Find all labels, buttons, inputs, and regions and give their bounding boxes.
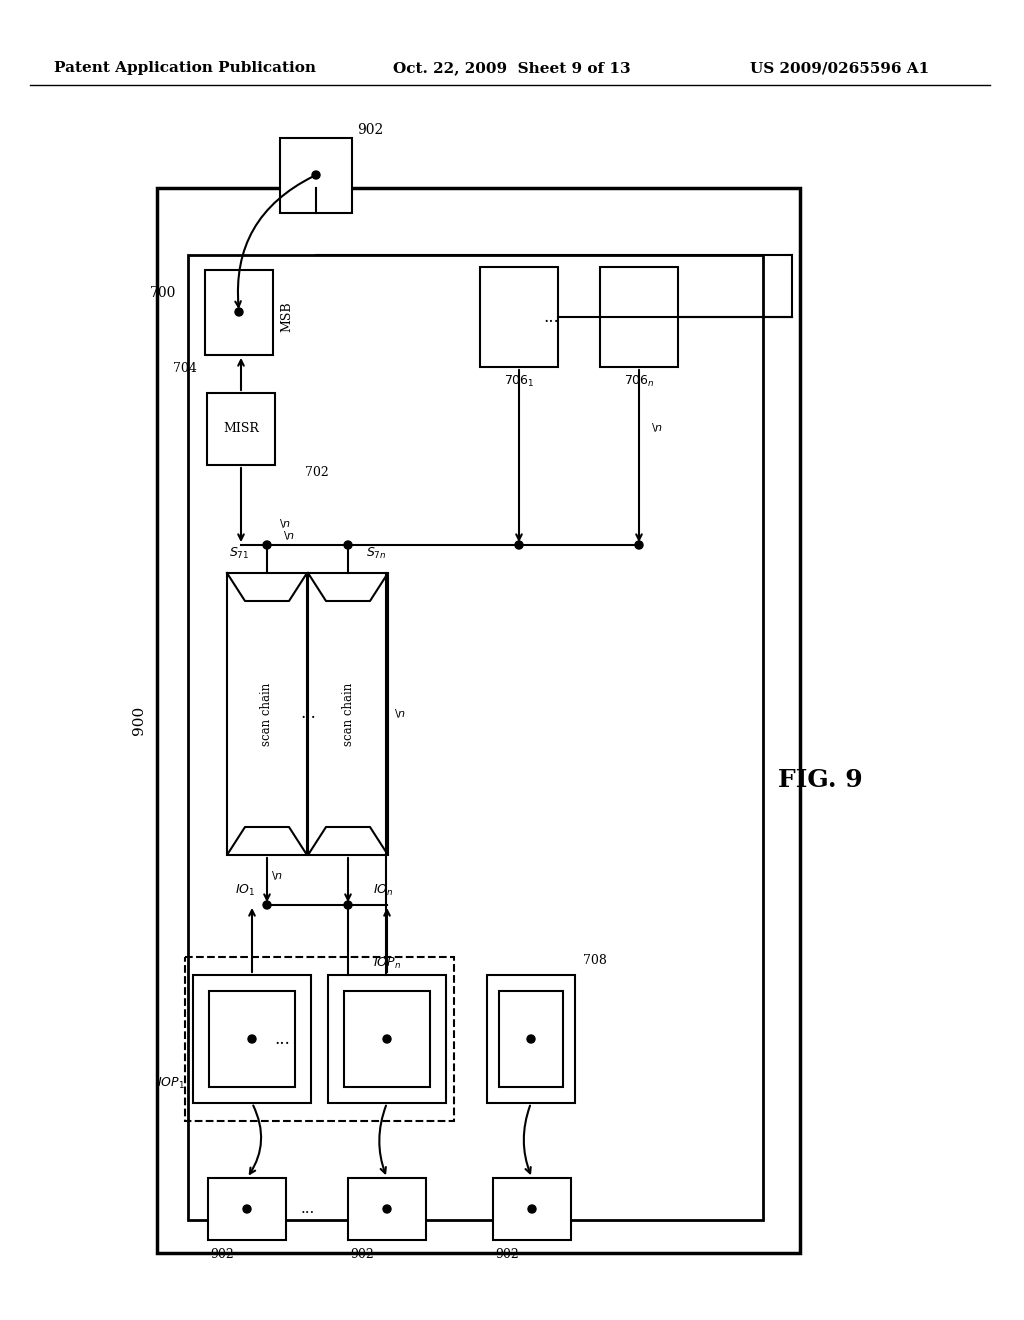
Text: $\backslash n$: $\backslash n$ [394,708,407,721]
Circle shape [635,541,643,549]
Bar [493,1177,571,1239]
Bar [348,1177,426,1239]
Text: 902: 902 [350,1247,374,1261]
Text: ...: ... [300,705,315,722]
Text: MSB: MSB [281,302,294,333]
Text: ...: ... [301,1203,315,1216]
Text: $\backslash n$: $\backslash n$ [271,869,283,882]
Circle shape [383,1205,391,1213]
Bar [600,267,678,367]
Text: 902: 902 [210,1247,233,1261]
Text: 900: 900 [132,705,146,735]
Text: 902: 902 [357,123,383,137]
Circle shape [243,1205,251,1213]
Bar [193,975,311,1104]
Text: MISR: MISR [223,422,259,436]
Circle shape [344,902,352,909]
Text: $706_1$: $706_1$ [504,374,535,388]
Circle shape [527,1035,535,1043]
Text: $\backslash n$: $\backslash n$ [651,421,664,433]
Text: ...: ... [543,309,559,326]
Text: $IOP_n$: $IOP_n$ [373,956,401,970]
Bar [280,139,352,213]
Text: US 2009/0265596 A1: US 2009/0265596 A1 [751,61,930,75]
Circle shape [344,541,352,549]
Text: Patent Application Publication: Patent Application Publication [54,61,316,75]
Bar [157,187,800,1253]
Bar [209,991,295,1086]
Bar [487,975,575,1104]
Text: $\backslash n$: $\backslash n$ [283,528,295,541]
Text: $IO_1$: $IO_1$ [234,883,255,898]
Text: 704: 704 [173,363,197,375]
Text: scan chain: scan chain [341,682,354,746]
Circle shape [515,541,523,549]
Bar [499,991,563,1086]
Text: $\backslash n$: $\backslash n$ [279,516,291,529]
Text: $IOP_1$: $IOP_1$ [158,1076,185,1090]
Text: $S_{71}$: $S_{71}$ [228,545,249,561]
Text: $706_n$: $706_n$ [624,374,654,388]
Circle shape [263,902,271,909]
Circle shape [263,541,271,549]
Text: 902: 902 [495,1247,519,1261]
Bar [480,267,558,367]
Text: $S_{7n}$: $S_{7n}$ [366,545,386,561]
Circle shape [312,172,319,180]
Text: ...: ... [274,1031,290,1048]
Circle shape [248,1035,256,1043]
Text: scan chain: scan chain [260,682,273,746]
Text: FIG. 9: FIG. 9 [777,768,862,792]
Text: 700: 700 [150,286,176,300]
Text: 708: 708 [583,953,607,966]
Bar [208,1177,286,1239]
Bar [328,975,446,1104]
Text: $IO_n$: $IO_n$ [373,883,393,898]
Bar [205,271,273,355]
Bar [207,393,275,465]
Circle shape [234,308,243,315]
Bar [344,991,430,1086]
Bar [185,957,454,1121]
Bar [188,255,763,1220]
Circle shape [383,1035,391,1043]
Text: 702: 702 [305,466,329,479]
Text: Oct. 22, 2009  Sheet 9 of 13: Oct. 22, 2009 Sheet 9 of 13 [393,61,631,75]
Circle shape [528,1205,536,1213]
